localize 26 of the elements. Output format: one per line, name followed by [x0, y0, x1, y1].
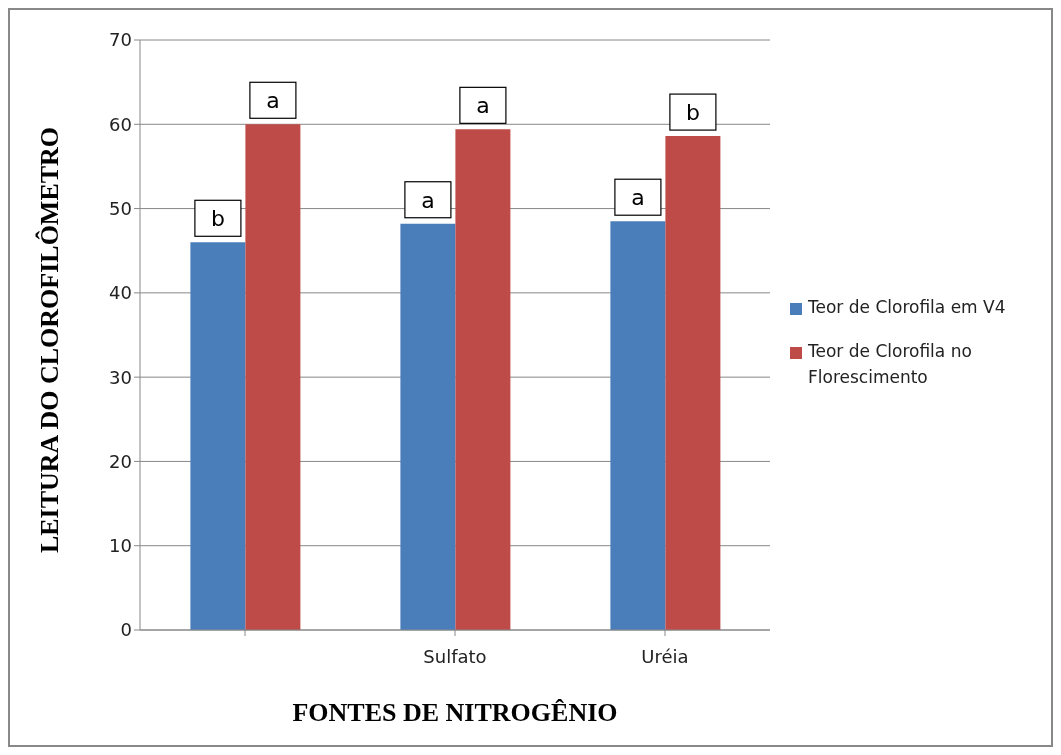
y-tick-label: 70: [109, 29, 132, 51]
annotation: a: [631, 185, 645, 211]
y-tick-label: 30: [109, 366, 132, 388]
annotation: b: [685, 100, 700, 126]
x-tick-label: Uréia: [641, 645, 689, 667]
y-axis-title: LEITURA DO CLOROFILÔMETRO: [35, 126, 65, 554]
x-axis-title: FONTES DE NITROGÊNIO: [291, 698, 619, 728]
bar: [455, 129, 511, 630]
y-tick-label: 0: [120, 619, 132, 641]
annotation: a: [421, 187, 435, 213]
y-tick-label: 20: [109, 450, 132, 472]
bar: [665, 136, 721, 630]
y-tick-label: 50: [109, 197, 132, 219]
annotation: a: [266, 88, 280, 114]
annotation: a: [476, 93, 490, 119]
y-tick-label: 40: [109, 282, 132, 304]
bar: [610, 221, 666, 630]
legend-label: Teor de Clorofila em V4: [808, 296, 1006, 319]
x-tick-label: Sulfato: [423, 645, 487, 667]
bar: [400, 223, 456, 630]
y-tick-label: 10: [109, 535, 132, 557]
bar: [245, 124, 301, 630]
bar: [190, 242, 246, 630]
y-tick-label: 60: [109, 113, 132, 135]
legend-label: Teor de Clorofila no Florescimento: [808, 340, 973, 389]
annotation: b: [210, 206, 225, 232]
